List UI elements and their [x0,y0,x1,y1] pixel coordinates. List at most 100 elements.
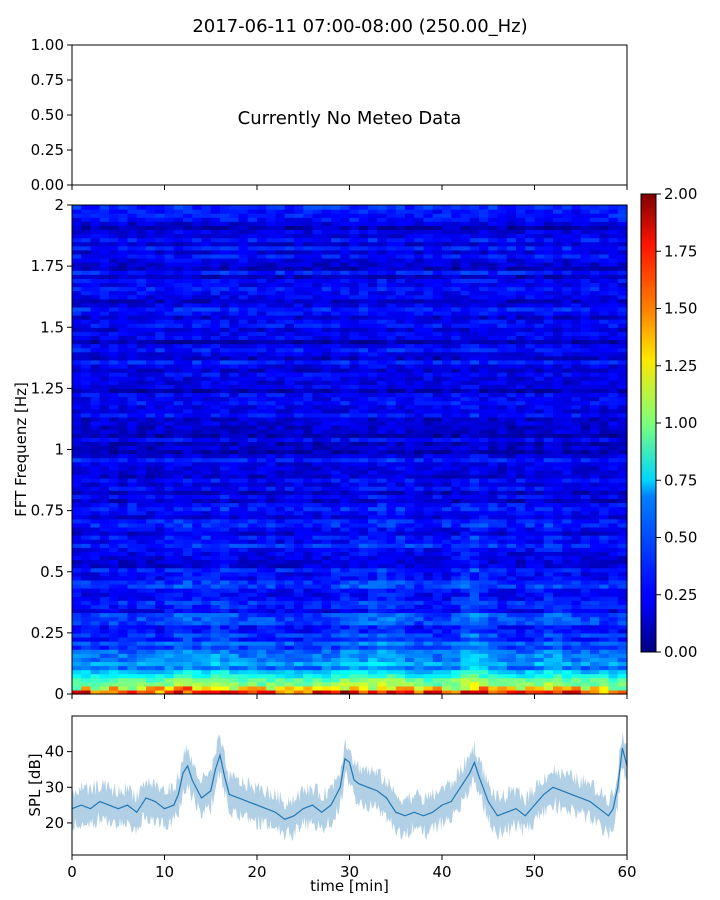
heatmap-cell [349,490,360,495]
heatmap-cell [368,416,378,422]
heatmap-cell [349,262,360,267]
heatmap-cell [358,310,369,316]
heatmap-cell [155,510,166,516]
heatmap-cell [136,327,147,332]
heatmap-cell [395,494,406,499]
heatmap-cell [99,416,110,422]
heatmap-cell [358,641,369,646]
heatmap-cell [386,221,397,226]
heatmap-cell [99,412,110,418]
heatmap-cell [220,661,230,667]
heatmap-cell [266,514,277,520]
heatmap-cell [109,494,119,499]
heatmap-cell [201,486,212,491]
heatmap-cell [331,400,341,406]
heatmap-cell [331,490,341,495]
heatmap-cell [136,294,147,300]
heatmap-cell [266,400,277,406]
heatmap-cell [257,677,267,683]
heatmap-cell [146,425,156,430]
heatmap-cell [136,229,147,235]
heatmap-cell [192,673,203,679]
heatmap-cell [340,408,351,414]
heatmap-cell [368,461,378,467]
heatmap-cell [201,518,212,524]
heatmap-cell [451,681,462,687]
heatmap-cell [238,253,249,259]
heatmap-cell [294,233,304,239]
heatmap-cell [451,612,462,618]
heatmap-cell [294,388,304,394]
heatmap-cell [405,498,415,504]
heatmap-cell [146,249,156,255]
heatmap-cell [81,298,92,304]
heatmap-cell [229,425,240,430]
heatmap-cell [442,229,452,235]
heatmap-cell [423,526,434,532]
heatmap-cell [201,522,212,528]
heatmap-cell [238,241,249,247]
heatmap-cell [210,567,221,573]
heatmap-cell [275,372,286,377]
heatmap-cell [210,310,221,316]
heatmap-cell [164,555,175,561]
heatmap-cell [229,274,240,279]
heatmap-cell [321,653,332,658]
heatmap-cell [331,608,341,614]
heatmap-cell [395,596,406,601]
heatmap-cell [405,641,415,646]
heatmap-cell [284,628,295,634]
heatmap-cell [146,257,156,263]
heatmap-cell [284,478,295,483]
heatmap-cell [321,563,332,569]
heatmap-cell [201,494,212,499]
heatmap-cell [414,213,425,218]
heatmap-cell [340,669,351,675]
heatmap-cell [312,302,323,308]
heatmap-cell [118,559,129,565]
heatmap-cell [423,628,434,634]
heatmap-cell [146,420,156,426]
heatmap-cell [294,612,304,618]
heatmap-cell [442,249,452,255]
heatmap-cell [136,531,147,536]
heatmap-cell [275,478,286,483]
heatmap-cell [136,396,147,402]
heatmap-cell [395,437,406,442]
heatmap-cell [229,526,240,532]
heatmap-cell [386,384,397,389]
heatmap-cell [192,270,203,275]
heatmap-cell [414,359,425,365]
heatmap-cell [303,539,314,544]
heatmap-cell [405,486,415,491]
heatmap-cell [321,335,332,341]
heatmap-cell [303,384,314,389]
heatmap-cell [201,306,212,312]
heatmap-cell [109,583,119,589]
heatmap-cell [127,441,138,447]
heatmap-cell [312,649,323,654]
heatmap-cell [442,543,452,548]
heatmap-cell [451,575,462,581]
heatmap-cell [127,506,138,512]
heatmap-cell [109,376,119,381]
heatmap-cell [294,592,304,597]
heatmap-cell [90,209,101,214]
heatmap-cell [442,441,452,447]
heatmap-cell [247,465,258,471]
heatmap-cell [220,526,230,532]
heatmap-cell [220,641,230,646]
heatmap-cell [442,237,452,243]
heatmap-cell [432,559,443,565]
heatmap-cell [90,657,101,662]
heatmap-cell [183,657,193,662]
heatmap-cell [173,649,184,654]
heatmap-cell [146,262,156,267]
heatmap-cell [294,641,304,646]
heatmap-cell [312,506,323,512]
heatmap-cell [210,257,221,263]
heatmap-cell [275,510,286,516]
heatmap-cell [90,526,101,532]
heatmap-cell [275,575,286,581]
heatmap-cell [266,205,277,210]
